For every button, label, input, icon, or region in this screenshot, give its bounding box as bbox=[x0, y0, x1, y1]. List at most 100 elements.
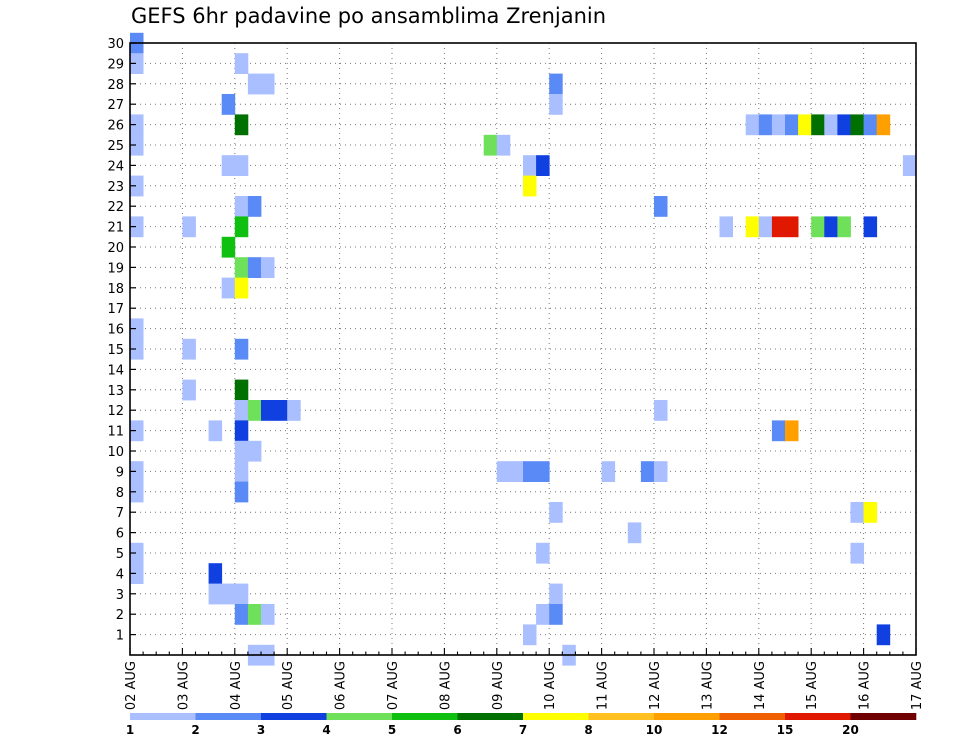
precip-cell bbox=[287, 400, 301, 421]
y-tick-label: 13 bbox=[107, 384, 124, 399]
precip-cell bbox=[182, 338, 196, 360]
precip-cell bbox=[247, 196, 262, 217]
legend-swatch bbox=[654, 713, 720, 720]
precip-cell bbox=[863, 502, 878, 523]
precip-cell bbox=[523, 624, 537, 646]
y-tick-label: 18 bbox=[107, 282, 124, 297]
y-tick-label: 19 bbox=[107, 261, 124, 276]
precip-cell bbox=[261, 400, 275, 421]
legend-label: 4 bbox=[322, 723, 330, 737]
precip-cell bbox=[221, 277, 236, 299]
y-tick-label: 8 bbox=[116, 486, 124, 501]
precip-cell bbox=[247, 73, 262, 95]
precip-cell bbox=[863, 114, 878, 136]
precip-cell bbox=[549, 583, 563, 605]
legend-label: 10 bbox=[646, 723, 663, 737]
precip-cell bbox=[523, 461, 537, 482]
precip-cells bbox=[130, 32, 917, 666]
precip-cell bbox=[247, 400, 262, 421]
precip-cell bbox=[208, 563, 223, 584]
precip-cell bbox=[627, 522, 642, 544]
legend-label: 15 bbox=[777, 723, 794, 737]
precip-cell bbox=[785, 216, 799, 238]
precip-cell bbox=[130, 338, 144, 360]
precip-cell bbox=[758, 114, 773, 136]
y-tick-label: 22 bbox=[107, 200, 124, 215]
x-tick-label: 12 AUG bbox=[648, 661, 663, 710]
x-tick-label: 06 AUG bbox=[334, 661, 349, 710]
precip-cell bbox=[824, 216, 838, 238]
legend-swatch bbox=[719, 713, 786, 720]
precip-cell bbox=[130, 542, 144, 564]
x-tick-label: 15 AUG bbox=[805, 661, 820, 710]
y-tick-label: 27 bbox=[107, 98, 124, 113]
precip-cell bbox=[221, 155, 236, 176]
y-tick-label: 30 bbox=[107, 37, 124, 52]
y-tick-label: 24 bbox=[107, 159, 124, 174]
precip-cell bbox=[509, 461, 524, 482]
y-tick-label: 16 bbox=[107, 323, 124, 338]
precip-cell bbox=[523, 175, 537, 197]
precip-cell bbox=[549, 604, 563, 625]
legend-label: 6 bbox=[453, 723, 461, 737]
legend-swatch bbox=[261, 713, 327, 720]
precip-cell bbox=[221, 583, 236, 605]
y-tick-label: 28 bbox=[107, 78, 124, 93]
precip-cell bbox=[640, 461, 655, 482]
x-tick-label: 13 AUG bbox=[700, 661, 715, 710]
precip-cell bbox=[247, 604, 262, 625]
precip-cell bbox=[745, 114, 760, 136]
y-tick-label: 3 bbox=[116, 588, 124, 603]
precip-cell bbox=[234, 114, 249, 136]
precip-cell bbox=[208, 583, 223, 605]
precip-cell bbox=[785, 114, 799, 136]
y-tick-label: 21 bbox=[107, 221, 124, 236]
precip-cell bbox=[234, 196, 249, 217]
y-tick-label: 2 bbox=[116, 608, 124, 623]
precip-cell bbox=[234, 257, 249, 278]
y-tick-label: 1 bbox=[116, 629, 124, 644]
precip-cell bbox=[261, 257, 275, 278]
precip-cell bbox=[654, 196, 668, 217]
legend-swatch bbox=[785, 713, 851, 720]
y-tick-label: 29 bbox=[107, 57, 124, 72]
precip-cell bbox=[234, 400, 249, 421]
precip-cell bbox=[130, 114, 144, 136]
precip-cell bbox=[130, 420, 144, 442]
precip-cell bbox=[850, 502, 864, 523]
y-tick-label: 6 bbox=[116, 527, 124, 542]
y-tick-label: 10 bbox=[107, 445, 124, 460]
precip-cell bbox=[234, 604, 249, 625]
precip-cell bbox=[654, 461, 668, 482]
precip-cell bbox=[261, 604, 275, 625]
x-axis: 02 AUG 03 AUG 04 AUG 05 AUG 06 AUG 07 AUG 08 A… bbox=[124, 648, 925, 710]
precip-cell bbox=[247, 440, 262, 462]
precip-cell bbox=[130, 53, 144, 74]
x-tick-label: 02 AUG bbox=[124, 661, 139, 710]
x-tick-label: 11 AUG bbox=[596, 661, 611, 710]
legend-swatch bbox=[195, 713, 262, 720]
y-axis: 1234567891011121314151617181920212223242… bbox=[107, 37, 136, 644]
precip-cell bbox=[234, 53, 249, 74]
precip-cell bbox=[261, 73, 275, 95]
legend-label: 1 bbox=[126, 723, 134, 737]
precip-cell bbox=[130, 481, 144, 503]
x-tick-label: 14 AUG bbox=[753, 661, 768, 710]
precip-cell bbox=[536, 155, 550, 176]
precip-cell bbox=[536, 461, 550, 482]
x-tick-label: 10 AUG bbox=[543, 661, 558, 710]
precip-cell bbox=[130, 134, 144, 156]
precip-cell bbox=[536, 604, 550, 625]
precip-cell bbox=[654, 400, 668, 421]
legend-swatch bbox=[130, 713, 196, 720]
precip-cell bbox=[549, 502, 563, 523]
y-tick-label: 9 bbox=[116, 465, 124, 480]
x-tick-label: 05 AUG bbox=[281, 661, 296, 710]
precip-cell bbox=[130, 563, 144, 584]
precip-cell bbox=[247, 257, 262, 278]
x-tick-label: 09 AUG bbox=[491, 661, 506, 710]
legend-swatch bbox=[457, 713, 524, 720]
precip-cell bbox=[863, 216, 878, 238]
precip-cell bbox=[234, 481, 249, 503]
